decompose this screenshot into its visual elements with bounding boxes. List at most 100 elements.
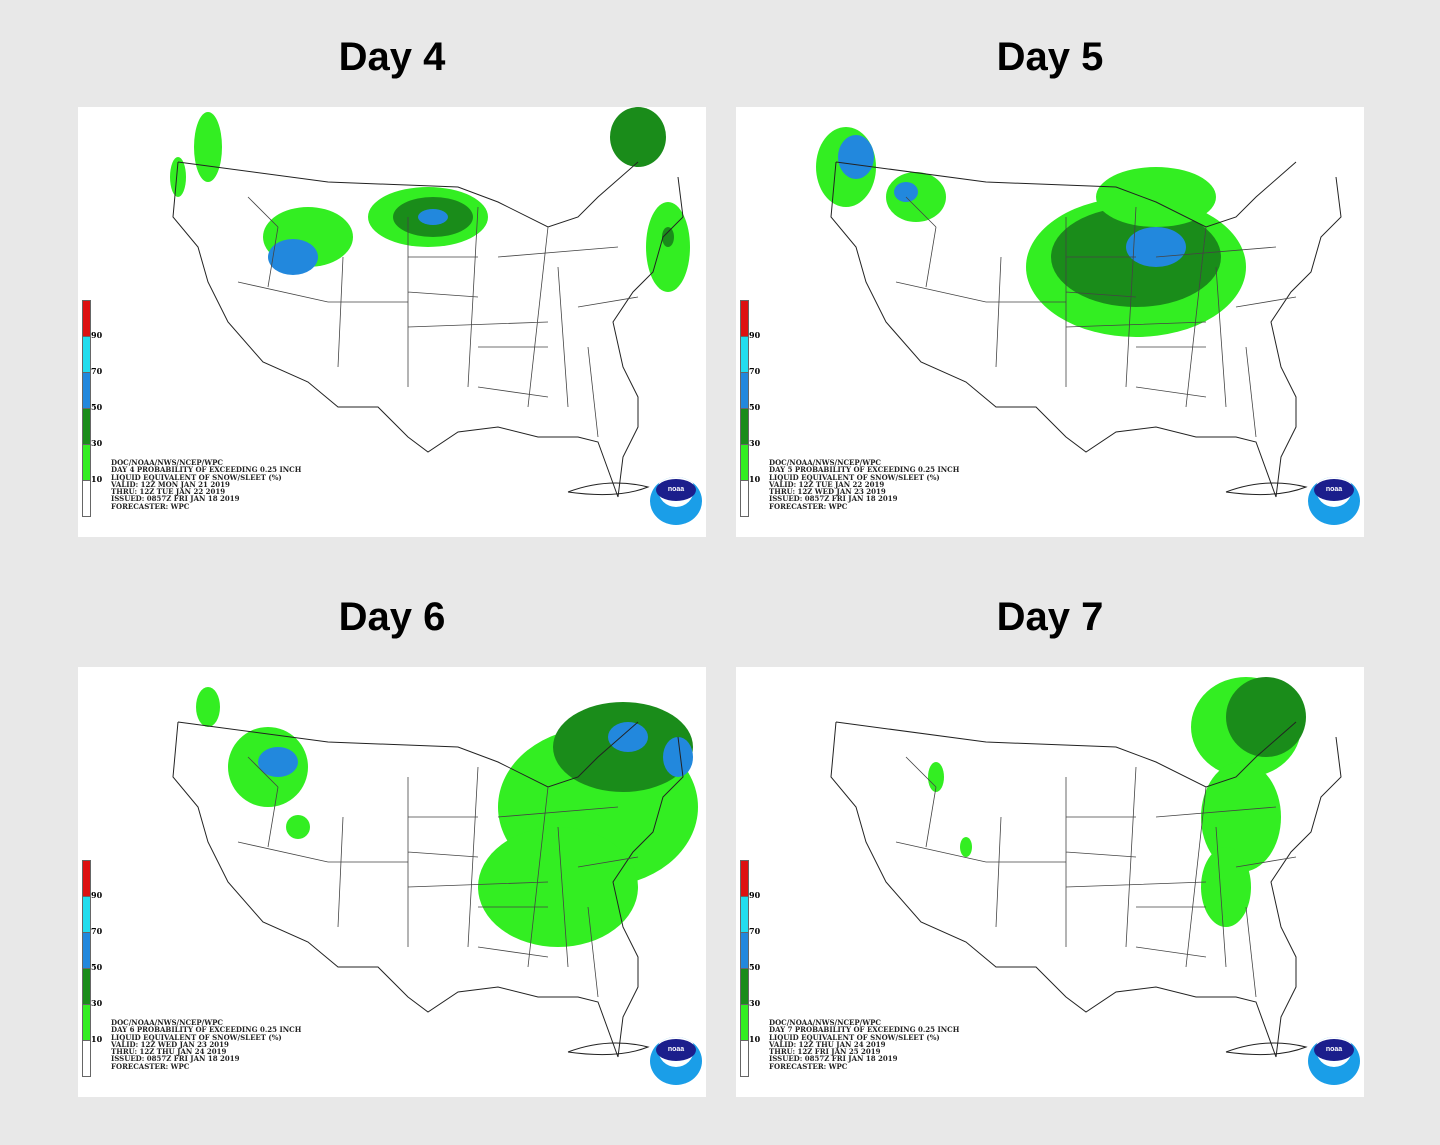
caption-line: LIQUID EQUIVALENT OF SNOW/SLEET (%) <box>111 472 282 482</box>
color-legend <box>740 860 749 1077</box>
caption-line: FORECASTER: WPC <box>769 1061 848 1071</box>
map-caption: DOC/NOAA/NWS/NCEP/WPC DAY 4 PROBABILITY O… <box>111 459 301 510</box>
coastline <box>172 721 684 1058</box>
legend-swatch <box>82 896 91 932</box>
legend-swatch <box>82 336 91 372</box>
probability-area <box>286 815 310 839</box>
legend-tick: 30 <box>91 438 103 448</box>
cuba-outline <box>567 482 650 496</box>
caption-line: LIQUID EQUIVALENT OF SNOW/SLEET (%) <box>769 472 940 482</box>
legend-swatch <box>82 860 91 896</box>
legend-swatch <box>740 1004 749 1040</box>
legend-swatch <box>740 896 749 932</box>
cuba-outline <box>1225 482 1308 496</box>
state-borders <box>237 756 639 998</box>
caption-line: THRU: 12Z FRI JAN 25 2019 <box>769 1047 881 1057</box>
legend-tick: 90 <box>749 890 761 900</box>
panel-title: Day 7 <box>996 595 1104 639</box>
state-borders <box>895 756 1297 998</box>
map-caption: DOC/NOAA/NWS/NCEP/WPC DAY 7 PROBABILITY O… <box>769 1019 959 1070</box>
caption-line: DOC/NOAA/NWS/NCEP/WPC <box>769 458 881 467</box>
caption-line: DOC/NOAA/NWS/NCEP/WPC <box>111 1018 223 1027</box>
probability-area <box>663 737 693 777</box>
legend-swatch <box>740 932 749 968</box>
probability-area <box>194 112 222 182</box>
caption-line: VALID: 12Z TUE JAN 22 2019 <box>769 479 885 489</box>
legend-swatch <box>82 932 91 968</box>
cuba-outline <box>1225 1042 1308 1056</box>
color-legend <box>82 300 91 517</box>
caption-line: ISSUED: 0857Z FRI JAN 18 2019 <box>111 494 240 504</box>
legend-tick: 50 <box>91 402 103 412</box>
probability-area <box>928 762 944 792</box>
noaa-logo: noaa <box>650 477 702 525</box>
legend-tick: 30 <box>91 998 103 1008</box>
caption-line: VALID: 12Z WED JAN 23 2019 <box>111 1039 229 1049</box>
legend-swatch <box>82 372 91 408</box>
caption-line: THRU: 12Z TUE JAN 22 2019 <box>111 487 226 497</box>
legend-swatch <box>740 336 749 372</box>
probability-area <box>268 239 318 275</box>
legend-swatch <box>82 408 91 444</box>
color-legend <box>82 860 91 1077</box>
legend-swatch <box>82 1004 91 1040</box>
caption-line: THRU: 12Z THU JAN 24 2019 <box>111 1047 227 1057</box>
forecast-map: 90 70 50 30 10 DOC/NOAA/NWS/NCEP/WPC DAY 4 PRO… <box>78 107 706 537</box>
panel-title: Day 5 <box>996 35 1104 79</box>
legend-swatch <box>740 408 749 444</box>
map-caption: DOC/NOAA/NWS/NCEP/WPC DAY 6 PROBABILITY O… <box>111 1019 301 1070</box>
noaa-logo: noaa <box>1308 1037 1360 1085</box>
noaa-logo: noaa <box>650 1037 702 1085</box>
probability-area <box>196 687 220 727</box>
legend-swatch <box>740 372 749 408</box>
probability-area <box>960 837 972 857</box>
panel-title: Day 6 <box>338 595 446 639</box>
map-svg <box>816 127 1342 498</box>
caption-line: FORECASTER: WPC <box>111 1061 190 1071</box>
legend-tick: 90 <box>91 890 103 900</box>
forecast-map: 90 70 50 30 10 DOC/NOAA/NWS/NCEP/WPC DAY 7 PRO… <box>736 667 1364 1097</box>
legend-tick: 70 <box>749 926 761 936</box>
map-svg <box>830 677 1342 1058</box>
coastline <box>172 161 684 498</box>
probability-area <box>1201 847 1251 927</box>
state-borders <box>237 196 639 438</box>
legend-tick: 70 <box>91 926 103 936</box>
legend-tick: 30 <box>749 998 761 1008</box>
caption-line: FORECASTER: WPC <box>111 501 190 511</box>
caption-line: DAY 7 PROBABILITY OF EXCEEDING 0.25 INCH <box>769 1025 960 1035</box>
caption-line: LIQUID EQUIVALENT OF SNOW/SLEET (%) <box>769 1032 940 1042</box>
caption-line: DOC/NOAA/NWS/NCEP/WPC <box>111 458 223 467</box>
caption-line: FORECASTER: WPC <box>769 501 848 511</box>
legend-swatch <box>740 480 749 517</box>
caption-line: LIQUID EQUIVALENT OF SNOW/SLEET (%) <box>111 1032 282 1042</box>
cuba-outline <box>567 1042 650 1056</box>
legend-tick: 50 <box>749 402 761 412</box>
map-svg <box>172 687 698 1058</box>
legend-swatch <box>740 860 749 896</box>
legend-tick: 70 <box>749 366 761 376</box>
legend-tick: 70 <box>91 366 103 376</box>
forecast-map: 90 70 50 30 10 DOC/NOAA/NWS/NCEP/WPC DAY 6 PRO… <box>78 667 706 1097</box>
legend-tick: 30 <box>749 438 761 448</box>
state-borders <box>895 196 1297 438</box>
legend-swatch <box>82 968 91 1004</box>
legend-tick: 90 <box>749 330 761 340</box>
caption-line: VALID: 12Z MON JAN 21 2019 <box>111 479 230 489</box>
map-caption: DOC/NOAA/NWS/NCEP/WPC DAY 5 PROBABILITY O… <box>769 459 959 510</box>
legend-swatch <box>740 968 749 1004</box>
legend-swatch <box>82 480 91 517</box>
legend-tick: 10 <box>91 474 103 484</box>
caption-line: DAY 4 PROBABILITY OF EXCEEDING 0.25 INCH <box>111 465 302 475</box>
probability-area <box>608 722 648 752</box>
coastline <box>830 721 1342 1058</box>
legend-swatch <box>740 300 749 336</box>
caption-line: DAY 6 PROBABILITY OF EXCEEDING 0.25 INCH <box>111 1025 302 1035</box>
legend-tick: 10 <box>749 1034 761 1044</box>
probability-area <box>418 209 448 225</box>
legend-swatch <box>740 1040 749 1077</box>
caption-line: DOC/NOAA/NWS/NCEP/WPC <box>769 1018 881 1027</box>
legend-swatch <box>740 444 749 480</box>
caption-line: THRU: 12Z WED JAN 23 2019 <box>769 487 886 497</box>
